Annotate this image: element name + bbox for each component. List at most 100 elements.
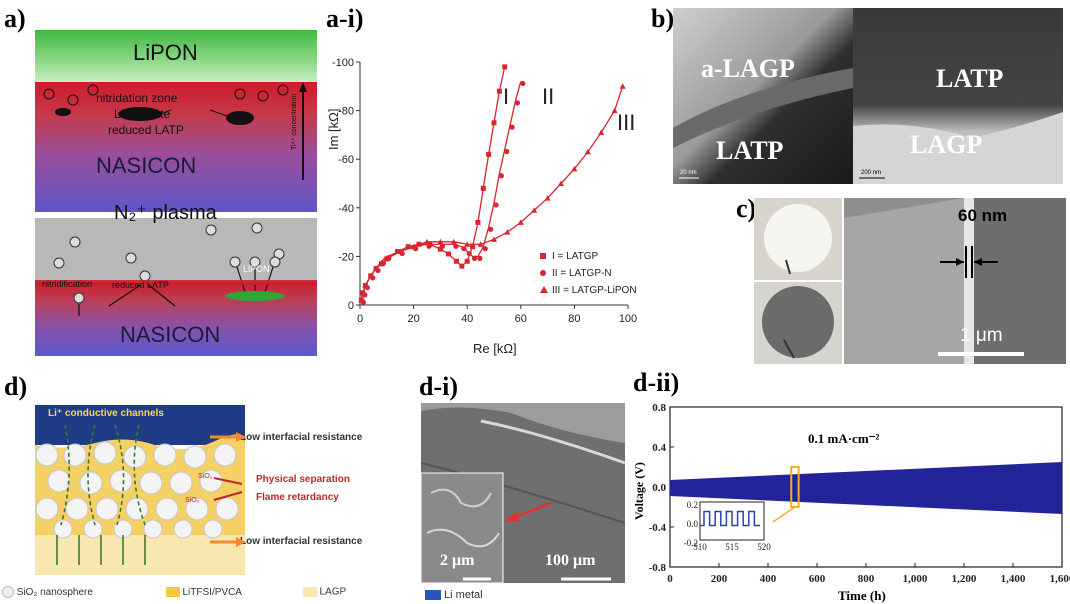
- data-point-latgp-lipon: [619, 83, 626, 89]
- data-point-latgp-lipon: [410, 243, 417, 250]
- data-point-latgp-n: [514, 100, 521, 106]
- nitridation-zone-label: nitridation zone: [96, 91, 178, 105]
- sem-inset-scale: 2 μm: [440, 552, 475, 569]
- legend-litfsi: LiTFSI/PVCA: [182, 586, 242, 598]
- tem-latp-left-label: LATP: [716, 136, 784, 165]
- voltage-y-tick-label: 0.0: [652, 482, 666, 494]
- reduced-latp-bottom-label: reduced LATP: [112, 280, 169, 290]
- data-point-latgp-lipon: [367, 272, 374, 279]
- plasma-label: N₂⁺ plasma: [114, 202, 217, 224]
- nasicon-top-label: NASICON: [96, 153, 197, 178]
- tem-a-lagp-label: a-LAGP: [701, 54, 795, 83]
- schematic-legend: SiO₂ nanosphere LiTFSI/PVCA LAGP: [2, 586, 346, 598]
- panel-label-d: d): [4, 372, 28, 401]
- membrane-images: [754, 198, 1066, 364]
- data-point-latgp-lipon: [359, 289, 366, 296]
- voltage-x-tick-label: 1,400: [1001, 573, 1026, 585]
- curve-label-i: I: [503, 84, 510, 109]
- data-point-latgp-n: [509, 124, 515, 130]
- nasicon-bottom-label: NASICON: [120, 322, 221, 347]
- voltage-ylabel: Voltage (V): [632, 462, 646, 520]
- data-point-latgp-n: [439, 243, 445, 249]
- curve-label-ii: II: [542, 84, 555, 109]
- conductive-channels-label: Li⁺ conductive channels: [48, 408, 164, 419]
- x-tick-label: 0: [357, 313, 363, 325]
- inset-frame: [699, 501, 765, 541]
- voltage-x-tick-label: 1,200: [952, 573, 977, 585]
- panel-label-c: c): [736, 194, 757, 223]
- sem-scale-label: 1 μm: [960, 325, 1003, 346]
- data-point-latgp-n: [461, 246, 467, 252]
- sio2-label-b: SiO₂: [185, 497, 200, 504]
- legend-label: III = LATGP-LiPON: [552, 285, 637, 296]
- voltage-polarization-band: [670, 462, 1062, 514]
- x-tick-label: 80: [568, 313, 580, 325]
- data-point-latgp-lipon: [358, 297, 365, 303]
- data-point-latgp-lipon: [397, 248, 404, 255]
- legend-lagp: LAGP: [319, 586, 347, 598]
- data-point-latgp-lipon: [584, 148, 591, 155]
- data-point-latgp-n: [453, 243, 459, 249]
- thickness-label: 60 nm: [958, 206, 1008, 225]
- nitridification-label: nitridification: [42, 279, 93, 289]
- flame-retardancy-label: Flame retardancy: [256, 492, 339, 503]
- y-tick-label: 0: [348, 300, 354, 312]
- tem-scale-left: 20 nm: [680, 170, 697, 176]
- nyquist-xlabel: Re [kΩ]: [473, 341, 517, 356]
- tem-images: [673, 8, 1063, 184]
- data-point-latgp-n: [498, 173, 504, 179]
- data-point-latgp: [491, 120, 497, 126]
- data-point-latgp-n: [482, 246, 488, 252]
- data-point-latgp-lipon: [464, 241, 471, 247]
- x-tick-label: 100: [619, 313, 637, 325]
- data-point-latgp: [437, 246, 443, 252]
- sem-main-scale: 100 μm: [545, 552, 596, 569]
- li-titanate-label: Li-Titanate: [114, 107, 171, 121]
- data-point-latgp-lipon: [544, 195, 551, 201]
- panel-label-b: b): [651, 4, 675, 33]
- inset-x-tick-label: 520: [757, 542, 771, 552]
- data-point-latgp-lipon: [424, 238, 430, 245]
- data-point-latgp-n: [466, 250, 472, 257]
- data-point-latgp: [480, 185, 486, 191]
- data-point-latgp: [502, 64, 508, 70]
- data-point-latgp-n: [520, 80, 526, 87]
- legend-item-latgp-lipon: III = LATGP-LiPON: [540, 282, 637, 299]
- data-point-latgp: [459, 263, 465, 269]
- voltage-x-tick-label: 600: [809, 573, 826, 585]
- data-point-latgp-lipon: [598, 129, 605, 135]
- data-point-latgp-lipon: [491, 236, 497, 242]
- li-metal-sem: [421, 403, 625, 583]
- li-metal-legend: Li metal: [425, 589, 483, 601]
- data-point-latgp: [496, 88, 502, 94]
- voltage-x-tick-label: 200: [711, 573, 728, 585]
- nyquist-ylabel: Im [kΩ]: [326, 108, 341, 151]
- inset-x-tick-label: 515: [725, 542, 739, 552]
- data-point-latgp-lipon: [531, 207, 538, 213]
- voltage-x-tick-label: 1,600: [1050, 573, 1070, 585]
- data-point-latgp-lipon: [362, 282, 369, 289]
- curve-label-iii: III: [617, 110, 636, 135]
- voltage-y-tick-label: 0.8: [652, 402, 666, 414]
- data-point-latgp-lipon: [477, 241, 484, 247]
- sio2-nanosphere-swatch: [2, 586, 14, 598]
- x-tick-label: 20: [407, 313, 419, 325]
- li-metal-swatch: [425, 590, 441, 601]
- voltage-y-tick-label: -0.4: [649, 522, 667, 534]
- li-metal-legend-label: Li metal: [444, 589, 483, 601]
- legend-label: II = LATGP-N: [552, 268, 612, 279]
- highlight-connector: [772, 506, 796, 523]
- data-point-latgp-lipon: [437, 238, 444, 245]
- litfsi-swatch: [165, 587, 180, 597]
- inset-trace: [700, 510, 760, 527]
- inset-x-tick-label: 510: [693, 542, 707, 552]
- panel-label-a-i: a-i): [326, 4, 364, 33]
- y-tick-label: -60: [338, 154, 354, 166]
- y-tick-label: -80: [338, 106, 354, 118]
- nyquist-legend: I = LATGP II = LATGP-N III = LATGP-LiPON: [540, 248, 637, 299]
- data-point-latgp-lipon: [611, 107, 618, 114]
- voltage-x-tick-label: 0: [667, 573, 673, 585]
- lipon-layer-label: LiPON: [133, 40, 198, 65]
- voltage-x-tick-label: 1,000: [903, 573, 928, 585]
- data-point-latgp: [470, 244, 476, 250]
